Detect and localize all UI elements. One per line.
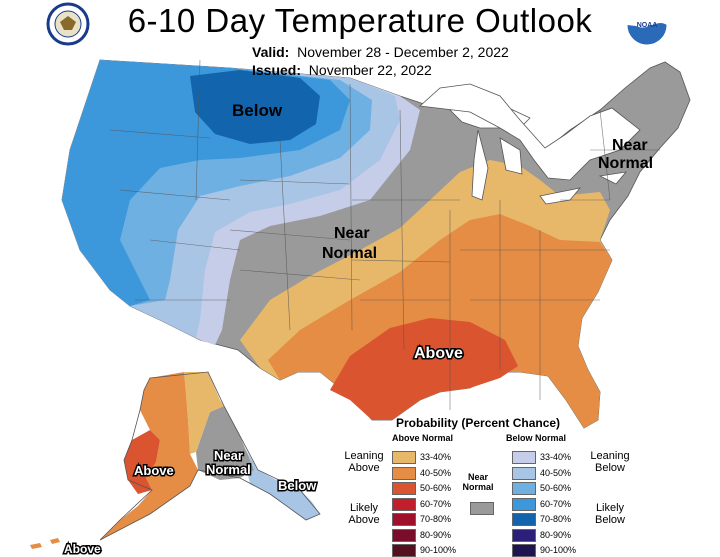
above-range-label-6: 90-100% bbox=[420, 545, 457, 555]
noaa-logo-icon: NOAA bbox=[626, 4, 668, 46]
below-swatch-3 bbox=[512, 497, 536, 511]
label-near-ne-2: Normal bbox=[598, 155, 653, 172]
label-ak-below: Below bbox=[278, 478, 317, 493]
legend-leaning-above: Leaning Above bbox=[332, 450, 396, 474]
legend-above-header: Above Normal bbox=[392, 433, 454, 443]
commerce-seal-icon bbox=[46, 2, 90, 46]
label-ak-near-2: Normal bbox=[206, 462, 251, 477]
legend-leaning-below-2: Below bbox=[595, 462, 625, 474]
below-swatch-2 bbox=[512, 482, 536, 495]
legend-likely-below-2: Below bbox=[595, 514, 625, 526]
legend-leaning-above-1: Leaning bbox=[344, 450, 384, 462]
page-title: 6-10 Day Temperature Outlook bbox=[127, 2, 593, 39]
legend-near-swatch bbox=[470, 502, 494, 515]
label-ak-above: Above bbox=[134, 463, 174, 478]
legend-near-1: Near bbox=[467, 472, 488, 482]
legend-below-header: Below Normal bbox=[506, 433, 567, 443]
alaska-outline bbox=[99, 371, 321, 541]
above-range-label-5: 80-90% bbox=[420, 529, 452, 540]
issued-value: November 22, 2022 bbox=[308, 62, 432, 78]
below-range-label-0: 33-40% bbox=[540, 452, 572, 462]
canada bbox=[419, 83, 641, 181]
legend-likely-above-2: Above bbox=[348, 514, 380, 526]
below-range-label-6: 90-100% bbox=[540, 545, 577, 555]
above-swatch-6 bbox=[392, 544, 416, 557]
issued-label: Issued: bbox=[252, 62, 302, 78]
above-50-region bbox=[330, 318, 518, 420]
below-swatch-0 bbox=[512, 451, 536, 464]
legend-leaning-below-1: Leaning bbox=[590, 450, 630, 462]
below-swatch-1 bbox=[512, 466, 536, 480]
below-70-region bbox=[190, 70, 320, 144]
above-range-label-2: 50-60% bbox=[420, 483, 452, 493]
below-swatch-4 bbox=[512, 513, 536, 526]
valid-label: Valid: bbox=[252, 44, 290, 60]
legend-near-2: Normal bbox=[462, 482, 494, 492]
below-range-label-2: 50-60% bbox=[540, 483, 572, 493]
valid-dates: Valid: November 28 - December 2, 2022 bbox=[252, 44, 509, 60]
legend-likely-below: Likely Below bbox=[578, 502, 642, 526]
legend: Probability (Percent Chance) Above Norma… bbox=[344, 414, 718, 557]
alaska-above40-region bbox=[100, 372, 198, 540]
legend-likely-above: Likely Above bbox=[332, 502, 396, 526]
above-range-label-1: 40-50% bbox=[420, 467, 452, 478]
below-range-label-4: 70-80% bbox=[540, 514, 572, 524]
legend-likely-below-1: Likely bbox=[595, 502, 625, 514]
issued-date: Issued: November 22, 2022 bbox=[252, 62, 432, 78]
noaa-logo-text: NOAA bbox=[637, 22, 658, 29]
above-swatch-2 bbox=[392, 482, 416, 495]
above-range-label-4: 70-80% bbox=[420, 514, 452, 524]
label-near-ne-1: Near bbox=[612, 137, 648, 154]
alaska-near-region bbox=[196, 406, 254, 480]
legend-likely-above-1: Likely bbox=[349, 502, 379, 514]
below-swatch-5 bbox=[512, 528, 536, 542]
below-swatch-6 bbox=[512, 544, 536, 557]
below-range-label-5: 80-90% bbox=[540, 529, 572, 540]
legend-near-normal: Near Normal bbox=[460, 472, 496, 492]
above-swatch-4 bbox=[392, 513, 416, 526]
aleutian-islands bbox=[30, 538, 60, 549]
above-range-label-3: 60-70% bbox=[420, 498, 452, 509]
legend-title: Probability (Percent Chance) bbox=[396, 416, 561, 430]
label-below-main: Below bbox=[232, 101, 283, 120]
alaska-below-region bbox=[240, 440, 320, 520]
valid-value: November 28 - December 2, 2022 bbox=[297, 44, 509, 60]
below-range-label-3: 60-70% bbox=[540, 498, 572, 509]
alaska-above50-region bbox=[124, 430, 160, 494]
above-swatch-3 bbox=[392, 497, 416, 511]
state-lines bbox=[109, 59, 660, 410]
label-near-center-2: Normal bbox=[322, 245, 377, 262]
above-swatch-5 bbox=[392, 528, 416, 542]
label-ak-near-1: Near bbox=[214, 448, 243, 463]
alaska-above33-region bbox=[184, 372, 224, 454]
legend-leaning-below: Leaning Below bbox=[578, 450, 642, 474]
legend-leaning-above-2: Above bbox=[348, 462, 380, 474]
below-range-label-1: 40-50% bbox=[540, 467, 572, 478]
label-near-center-1: Near bbox=[334, 225, 370, 242]
above-range-label-0: 33-40% bbox=[420, 452, 452, 462]
above-swatch-0 bbox=[392, 451, 416, 464]
label-ak-above-bottom: Above bbox=[64, 542, 101, 556]
label-above-south: Above bbox=[414, 345, 463, 362]
above-swatch-1 bbox=[392, 466, 416, 480]
